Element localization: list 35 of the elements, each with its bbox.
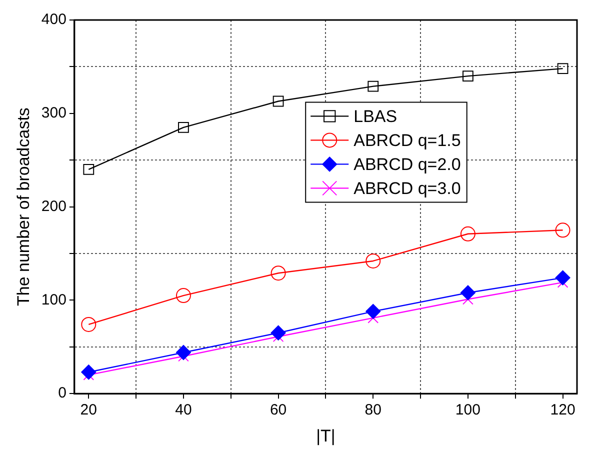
legend-label: ABRCD q=3.0 (354, 178, 461, 198)
point (555, 270, 570, 286)
x-tick-label: 40 (175, 402, 192, 419)
point (272, 96, 284, 107)
x-tick-label: 60 (270, 402, 287, 419)
y-tick-label: 200 (41, 198, 66, 215)
legend-label: ABRCD q=2.0 (354, 154, 461, 174)
point (555, 222, 570, 238)
point (83, 164, 94, 175)
point (176, 288, 191, 304)
point (270, 325, 286, 340)
legend-label: ABRCD q=1.5 (354, 130, 461, 150)
point (460, 226, 476, 242)
x-tick-label: 20 (80, 402, 97, 419)
point (368, 80, 379, 92)
x-tick-label: 80 (364, 402, 382, 419)
y-axis-title: The number of broadcasts (14, 108, 33, 306)
y-tick-label: 400 (41, 11, 66, 28)
x-tick-label: 100 (455, 402, 480, 419)
x-axis-title: |T| (316, 426, 336, 446)
point (81, 364, 96, 380)
point (460, 285, 476, 300)
point (81, 316, 96, 332)
point (176, 345, 191, 360)
point (462, 70, 474, 82)
legend-label: LBAS (354, 106, 398, 126)
point (366, 304, 381, 319)
x-tick-label: 120 (550, 402, 576, 419)
point (366, 253, 381, 268)
point (270, 266, 286, 281)
point (557, 63, 568, 74)
y-tick-label: 300 (41, 104, 66, 122)
y-tick-label: 100 (41, 291, 66, 308)
point (178, 122, 189, 133)
y-tick-label: 0 (58, 384, 66, 402)
